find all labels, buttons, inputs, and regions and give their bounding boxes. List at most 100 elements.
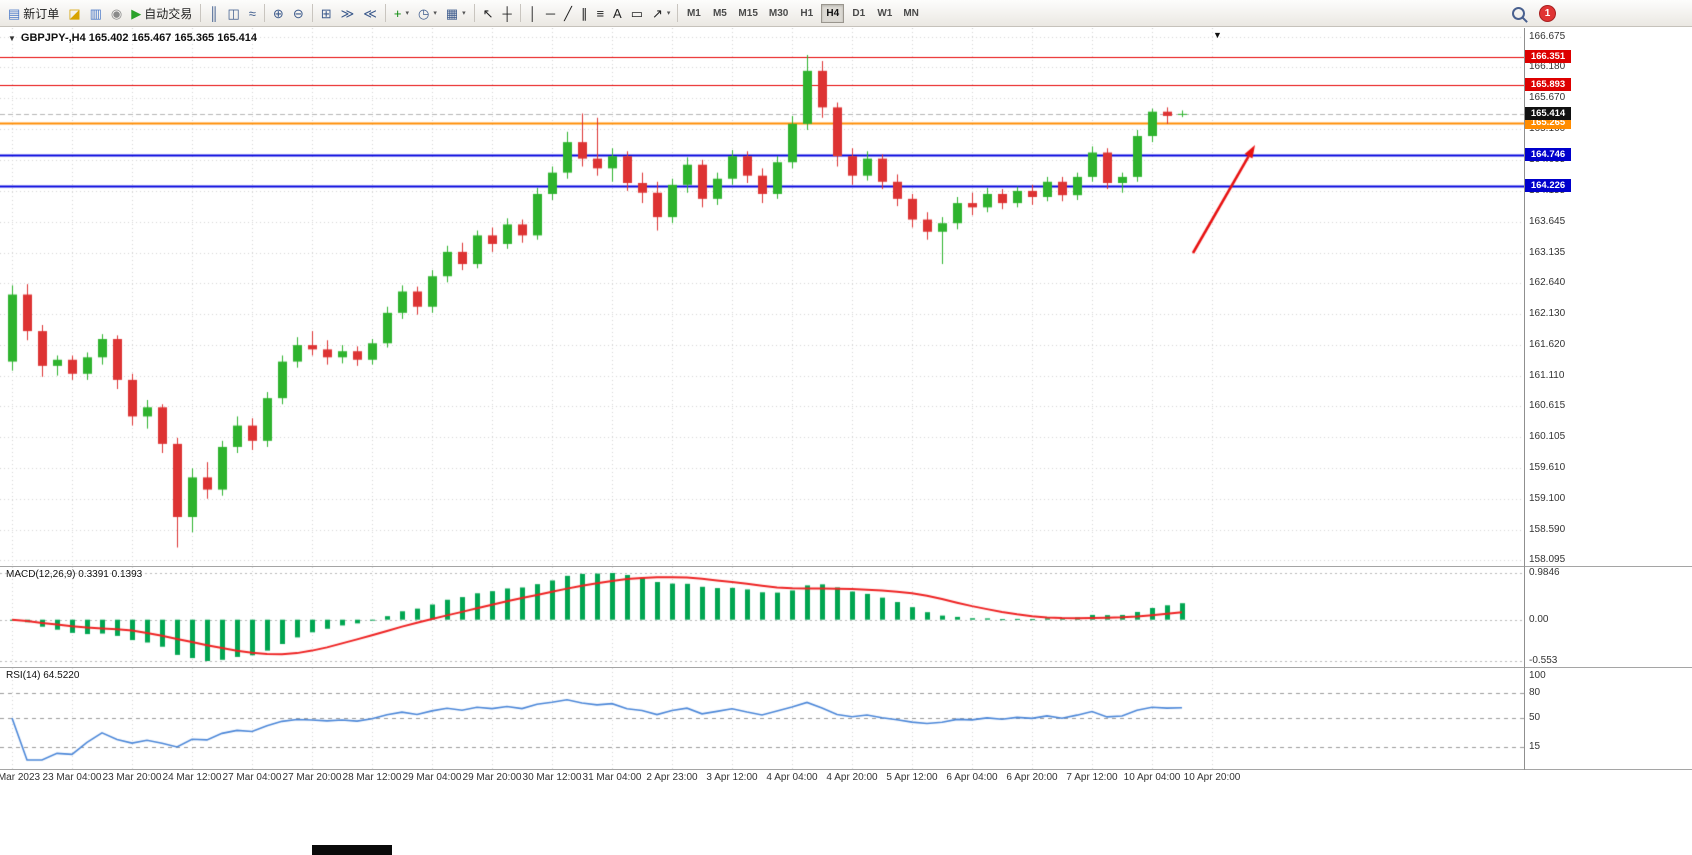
timeframe-d1-button[interactable]: D1 bbox=[847, 4, 870, 23]
text-icon: A bbox=[613, 5, 622, 21]
zoom-out-button[interactable]: ⊖ bbox=[289, 2, 308, 24]
arrows-icon: ↗ bbox=[652, 5, 663, 21]
tile-windows-button[interactable]: ⊞ bbox=[317, 2, 336, 24]
price-axis-label: 166.180 bbox=[1529, 61, 1566, 73]
time-axis-label: 2 Apr 23:00 bbox=[646, 772, 698, 783]
indicators-icon: + bbox=[393, 5, 402, 21]
indicators-button[interactable]: + ▾ bbox=[390, 2, 413, 24]
bars-chart-icon: ║ bbox=[209, 5, 219, 21]
chart-shift-button[interactable]: ≪ bbox=[359, 2, 381, 24]
search-button[interactable] bbox=[1508, 2, 1529, 24]
market-watch-button[interactable]: ▥ bbox=[86, 2, 106, 24]
vertical-line-icon: │ bbox=[528, 5, 537, 21]
sound-icon: ◉ bbox=[110, 5, 123, 21]
price-axis-label: 160.615 bbox=[1529, 400, 1566, 412]
charts-shelf-button[interactable]: ◪ bbox=[64, 2, 84, 24]
timeframe-h1-button[interactable]: H1 bbox=[795, 4, 818, 23]
time-axis-label: 27 Mar 04:00 bbox=[222, 772, 282, 783]
timeframe-h4-button[interactable]: H4 bbox=[821, 3, 845, 23]
horizontal-line-button[interactable]: ─ bbox=[542, 2, 559, 24]
indicators-dropdown-icon[interactable]: ▾ bbox=[405, 10, 409, 17]
timeframe-m1-button[interactable]: M1 bbox=[682, 4, 705, 23]
timeframe-mn-button[interactable]: MN bbox=[899, 4, 923, 23]
channel-button[interactable]: ∥ bbox=[577, 2, 592, 24]
new-order-button[interactable]: ▤ 新订单 bbox=[4, 2, 63, 24]
fibonacci-button[interactable]: ≡ bbox=[592, 2, 608, 24]
panel-separator[interactable] bbox=[0, 667, 1692, 668]
rsi-canvas[interactable] bbox=[0, 668, 1524, 769]
sound-button[interactable]: ◉ bbox=[107, 2, 126, 24]
rsi-label: RSI(14) 64.5220 bbox=[6, 670, 80, 681]
crosshair-icon: ┼ bbox=[502, 5, 512, 21]
notification-badge[interactable]: 1 bbox=[1539, 4, 1556, 22]
price-axis-label: 159.610 bbox=[1529, 461, 1566, 473]
price-line-badge: 166.351 bbox=[1525, 49, 1571, 63]
vertical-line-button[interactable]: │ bbox=[525, 2, 541, 24]
bars-chart-button[interactable]: ║ bbox=[205, 2, 222, 24]
templates-button[interactable]: ▦ ▾ bbox=[442, 2, 470, 24]
templates-icon: ▦ bbox=[445, 5, 459, 21]
crosshair-button[interactable]: ┼ bbox=[499, 2, 516, 24]
auto-trading-button[interactable]: ▶ 自动交易 bbox=[127, 2, 196, 24]
indicator-axis-label: 0.00 bbox=[1529, 613, 1549, 625]
toolbar-separator bbox=[263, 4, 265, 22]
time-axis-label: 4 Apr 20:00 bbox=[826, 772, 878, 783]
fibonacci-icon: ≡ bbox=[596, 5, 605, 21]
timeframe-m30-button[interactable]: M30 bbox=[765, 4, 792, 23]
rsi-axis-label: 80 bbox=[1529, 686, 1541, 698]
time-axis-label: 7 Apr 12:00 bbox=[1066, 772, 1118, 783]
time-axis-label: 23 Mar 20:00 bbox=[102, 772, 162, 783]
auto-trading-label: 自动交易 bbox=[144, 6, 193, 21]
new-order-icon: ▤ bbox=[8, 5, 21, 21]
auto-scroll-button[interactable]: ≫ bbox=[337, 2, 359, 24]
panel-separator[interactable] bbox=[0, 566, 1692, 567]
timeframe-w1-button[interactable]: W1 bbox=[873, 4, 896, 23]
timeframe-m5-button[interactable]: M5 bbox=[708, 4, 731, 23]
candles-chart-icon: ◫ bbox=[227, 5, 240, 21]
chart-end-marker-icon: ▼ bbox=[1213, 30, 1222, 40]
macd-canvas[interactable] bbox=[0, 567, 1524, 667]
price-axis-label: 158.095 bbox=[1529, 554, 1566, 565]
periods-button[interactable]: ◷ ▾ bbox=[414, 2, 441, 24]
time-axis-label: 4 Apr 04:00 bbox=[766, 772, 818, 783]
time-axis-label: 31 Mar 04:00 bbox=[582, 772, 642, 783]
macd-panel: MACD(12,26,9) 0.3391 0.1393 bbox=[0, 567, 1692, 667]
price-axis-label: 163.645 bbox=[1529, 215, 1566, 227]
text-button[interactable]: A bbox=[609, 2, 626, 24]
time-axis-label: 30 Mar 12:00 bbox=[522, 772, 582, 783]
line-chart-icon: ≈ bbox=[248, 5, 256, 21]
time-axis-label: 6 Apr 04:00 bbox=[946, 772, 998, 783]
tile-windows-icon: ⊞ bbox=[320, 5, 332, 21]
time-axis-label: 29 Mar 20:00 bbox=[462, 772, 522, 783]
arrows-button[interactable]: ↗ ▾ bbox=[648, 2, 674, 24]
zoom-in-button[interactable]: ⊕ bbox=[269, 2, 288, 24]
time-axis-label: 23 Mar 04:00 bbox=[42, 772, 102, 783]
trendline-icon: ╱ bbox=[564, 5, 572, 21]
price-chart-canvas[interactable] bbox=[0, 28, 1524, 566]
taskbar-fragment bbox=[312, 845, 392, 855]
price-axis-label: 161.110 bbox=[1529, 370, 1565, 382]
periods-dropdown-icon[interactable]: ▾ bbox=[433, 10, 437, 17]
cursor-button[interactable]: ↖ bbox=[479, 2, 498, 24]
toolbar-right-group: 1 bbox=[1508, 2, 1556, 24]
toolbar-separator bbox=[311, 4, 313, 22]
time-axis-label: 27 Mar 20:00 bbox=[282, 772, 342, 783]
toolbar-separator bbox=[384, 4, 386, 22]
symbol-ohlc-readout: GBPJPY-,H4 165.402 165.467 165.365 165.4… bbox=[20, 32, 257, 44]
text-label-button[interactable]: ▭ bbox=[627, 2, 647, 24]
collapse-triangle-icon[interactable]: ▼ bbox=[8, 33, 16, 43]
macd-label: MACD(12,26,9) 0.3391 0.1393 bbox=[6, 569, 143, 580]
price-axis-label: 165.670 bbox=[1529, 92, 1566, 104]
price-line-badge: 165.893 bbox=[1525, 77, 1571, 91]
trendline-button[interactable]: ╱ bbox=[560, 2, 576, 24]
price-axis-label: 161.620 bbox=[1529, 339, 1566, 351]
timeframe-m15-button[interactable]: M15 bbox=[734, 4, 761, 23]
periods-icon: ◷ bbox=[417, 5, 430, 21]
templates-dropdown-icon[interactable]: ▾ bbox=[462, 10, 466, 17]
time-axis-label: 3 Apr 12:00 bbox=[706, 772, 758, 783]
line-chart-button[interactable]: ≈ bbox=[245, 2, 260, 24]
price-axis-label: 159.100 bbox=[1529, 492, 1566, 504]
candles-chart-button[interactable]: ◫ bbox=[223, 2, 243, 24]
channel-icon: ∥ bbox=[580, 5, 588, 21]
arrows-dropdown-icon[interactable]: ▾ bbox=[666, 10, 671, 17]
